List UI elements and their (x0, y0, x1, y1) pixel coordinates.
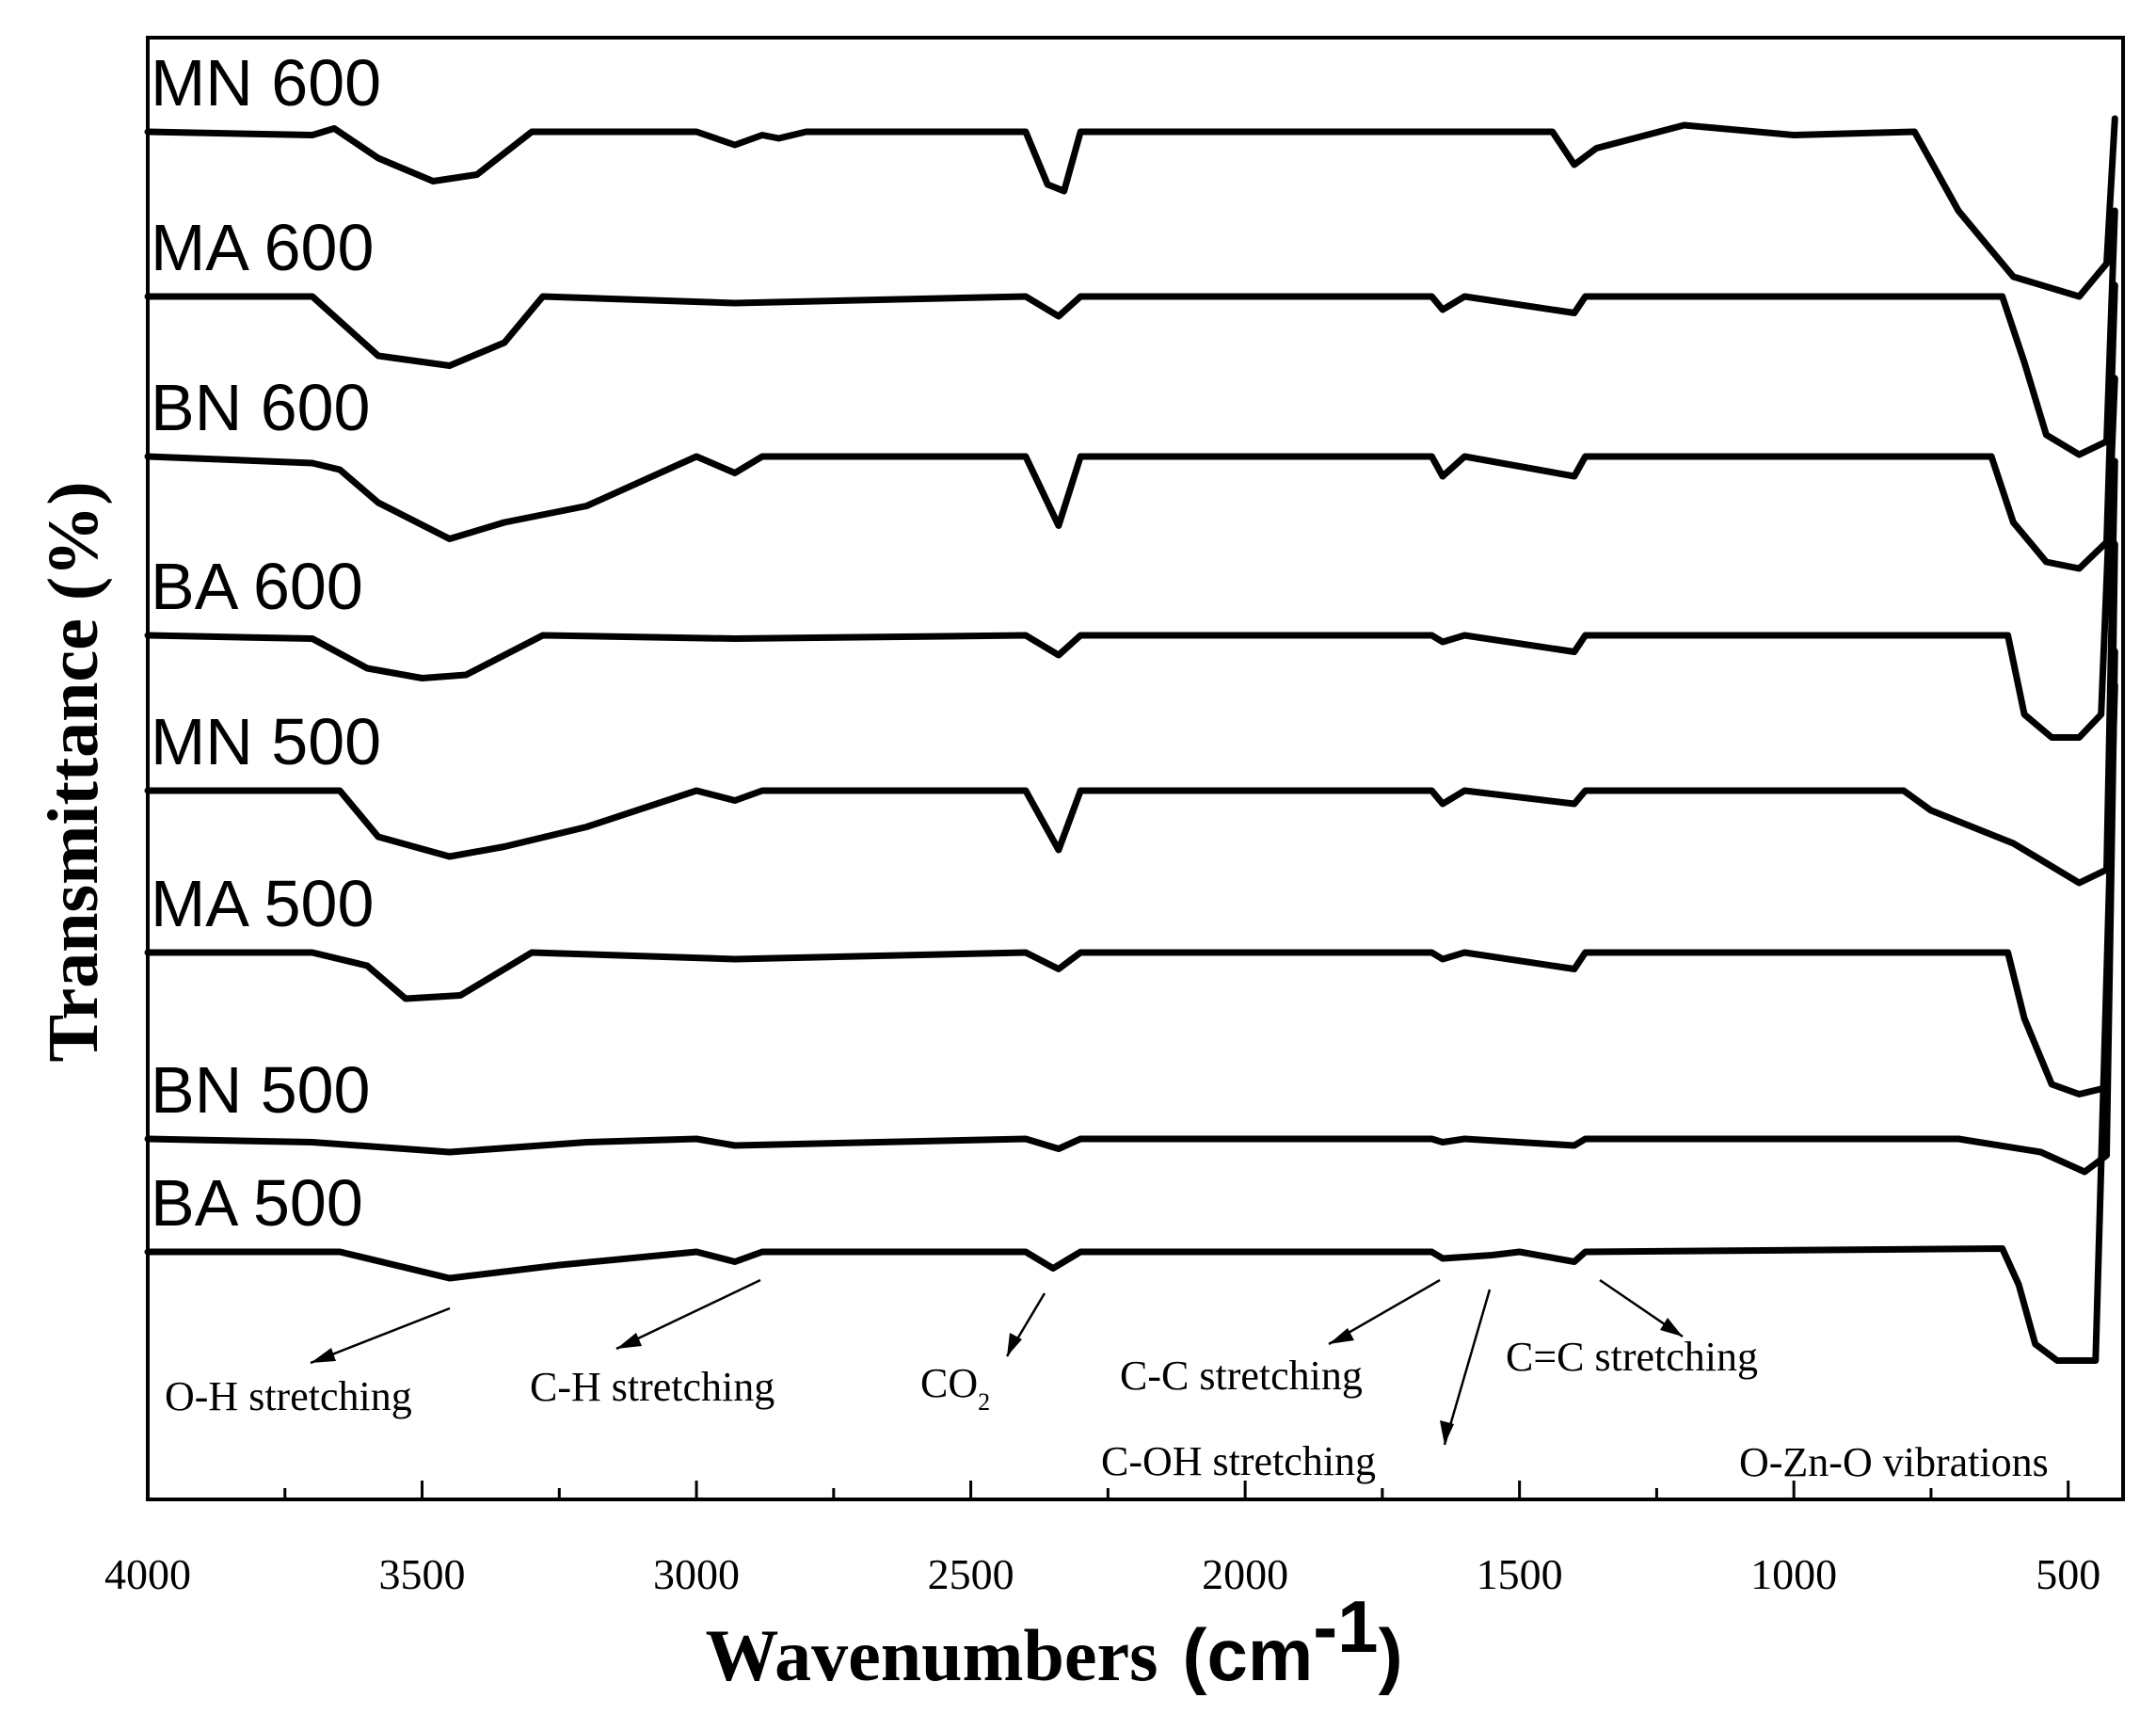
annot-co2-main: CO (920, 1360, 978, 1406)
arrow-ch (615, 1278, 761, 1351)
x-axis-title-unit: (cm (1182, 1613, 1313, 1696)
series-label: MA 600 (151, 211, 374, 284)
x-tick-label: 2000 (1202, 1550, 1288, 1598)
x-tick-label: 2500 (928, 1550, 1014, 1598)
series-mn-500 (144, 457, 2118, 887)
arrow-coh-head (1440, 1420, 1454, 1445)
x-tick-label: 3000 (653, 1550, 740, 1598)
series-bn-600 (144, 281, 2118, 572)
annot-co2: CO2 (920, 1360, 990, 1416)
series-group (144, 115, 2118, 1364)
x-tick-label: 3500 (379, 1550, 466, 1598)
series-ba-600 (144, 375, 2118, 741)
annot-ch-stretching: C-H stretching (530, 1364, 775, 1410)
arrow-oh-head (311, 1348, 336, 1363)
annot-ozno-vibrations: O-Zn-O vibrations (1739, 1439, 2049, 1485)
x-axis-title-main: Wavenumbers (705, 1614, 1158, 1696)
series-label: BA 600 (151, 550, 363, 623)
series-labels: MN 600 MA 600 BN 600 BA 600 MN 500 MA 500 BN 5… (151, 46, 381, 1240)
arrow-cc-head (1329, 1328, 1354, 1344)
series-ma-600 (144, 207, 2118, 458)
series-ba-500 (144, 681, 2118, 1364)
series-label: MA 500 (151, 867, 374, 940)
series-label: BN 600 (151, 371, 370, 444)
series-label: MN 500 (151, 705, 381, 778)
x-axis-ticks: 4000 3500 3000 2500 2000 1500 1000 500 (104, 1481, 2100, 1598)
annotation-arrows (310, 1278, 1684, 1446)
annot-cc-double-stretching: C=C stretching (1506, 1334, 1758, 1380)
x-tick-label: 1500 (1477, 1550, 1563, 1598)
y-axis-title: Transmittance (%) (34, 481, 113, 1062)
annot-oh-stretching: O-H stretching (165, 1373, 412, 1419)
annot-cc-stretching: C-C stretching (1120, 1353, 1363, 1399)
arrow-c=c-head (1660, 1318, 1683, 1337)
x-tick-label: 500 (2036, 1550, 2100, 1598)
x-axis-title: Wavenumbers (cm-1) (705, 1585, 1402, 1696)
series-label: BN 500 (151, 1053, 370, 1127)
plot-frame (146, 36, 2125, 1501)
arrow-ch-head (616, 1333, 642, 1349)
series-ma-500 (144, 540, 2118, 1097)
x-tick-label: 4000 (104, 1550, 191, 1598)
series-bn-500 (144, 648, 2118, 1176)
series-label: BA 500 (151, 1166, 363, 1240)
series-label: MN 600 (151, 46, 381, 120)
annot-co2-sub: 2 (978, 1388, 990, 1416)
series-mn-600 (144, 115, 2118, 300)
x-tick-label: 1000 (1750, 1550, 1837, 1598)
arrow-coh (1443, 1289, 1492, 1446)
annot-coh-stretching: C-OH stretching (1101, 1438, 1376, 1484)
x-axis-title-close: ) (1379, 1613, 1403, 1696)
arrow-co2-head (1007, 1333, 1022, 1356)
x-axis-title-sup: -1 (1313, 1585, 1378, 1668)
arrow-oh (310, 1306, 451, 1365)
